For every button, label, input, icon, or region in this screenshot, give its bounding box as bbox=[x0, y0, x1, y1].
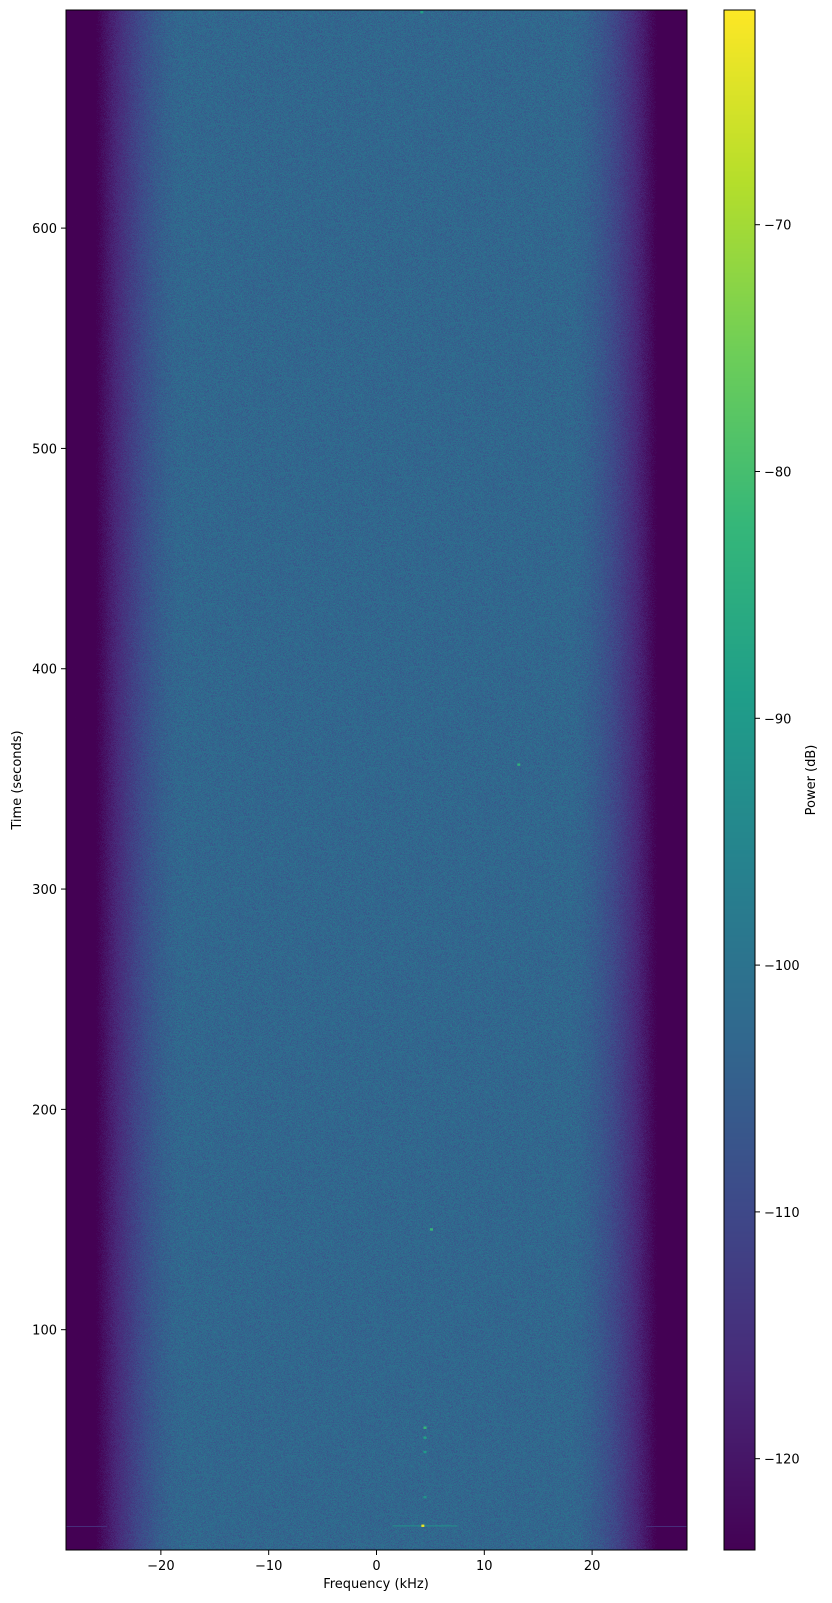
x-tick-label: 0 bbox=[372, 1559, 380, 1574]
colorbar-tick-label: −70 bbox=[764, 219, 791, 234]
y-tick-label: 600 bbox=[32, 222, 57, 237]
colorbar-axis: −70 −80 −90 −100 −110 −120 bbox=[755, 219, 800, 1468]
x-tick-label: −10 bbox=[255, 1559, 282, 1574]
y-tick-label: 500 bbox=[32, 442, 57, 457]
spectral-line-streak bbox=[392, 1525, 458, 1527]
colorbar-tick-label: −110 bbox=[764, 1206, 800, 1221]
colorbar-tick-label: −80 bbox=[764, 466, 791, 481]
y-tick-label: 200 bbox=[32, 1103, 57, 1118]
y-tick-label: 300 bbox=[32, 883, 57, 898]
peak-marker bbox=[420, 11, 424, 14]
y-tick-label: 100 bbox=[32, 1324, 57, 1339]
x-axis-label: Frequency (kHz) bbox=[323, 1577, 429, 1592]
peak-marker bbox=[423, 1450, 427, 1454]
colorbar-tick-label: −90 bbox=[764, 712, 791, 727]
y-tick-label: 400 bbox=[32, 663, 57, 678]
y-axis: 100 200 300 400 500 600 bbox=[32, 222, 66, 1339]
peak-markers bbox=[392, 11, 521, 1527]
x-tick-label: 20 bbox=[584, 1559, 601, 1574]
colorbar-gradient bbox=[724, 10, 755, 1550]
x-axis: −20 −10 0 10 20 bbox=[147, 1550, 600, 1574]
peak-marker bbox=[429, 1228, 433, 1231]
peak-marker bbox=[423, 1436, 427, 1439]
plot-frame bbox=[65, 9, 688, 1551]
colorbar-tick-label: −100 bbox=[764, 959, 800, 974]
spectrogram-image bbox=[66, 10, 687, 1550]
x-tick-label: −20 bbox=[147, 1559, 174, 1574]
peak-marker bbox=[423, 1495, 427, 1499]
peak-marker bbox=[517, 763, 521, 766]
peak-marker bbox=[423, 1426, 427, 1429]
colorbar-tick-label: −120 bbox=[764, 1453, 800, 1468]
colorbar-frame bbox=[723, 9, 756, 1551]
colorbar-label: Power (dB) bbox=[804, 745, 819, 816]
peak-marker bbox=[421, 1524, 425, 1527]
x-tick-label: 10 bbox=[476, 1559, 493, 1574]
y-axis-label: Time (seconds) bbox=[10, 730, 25, 830]
